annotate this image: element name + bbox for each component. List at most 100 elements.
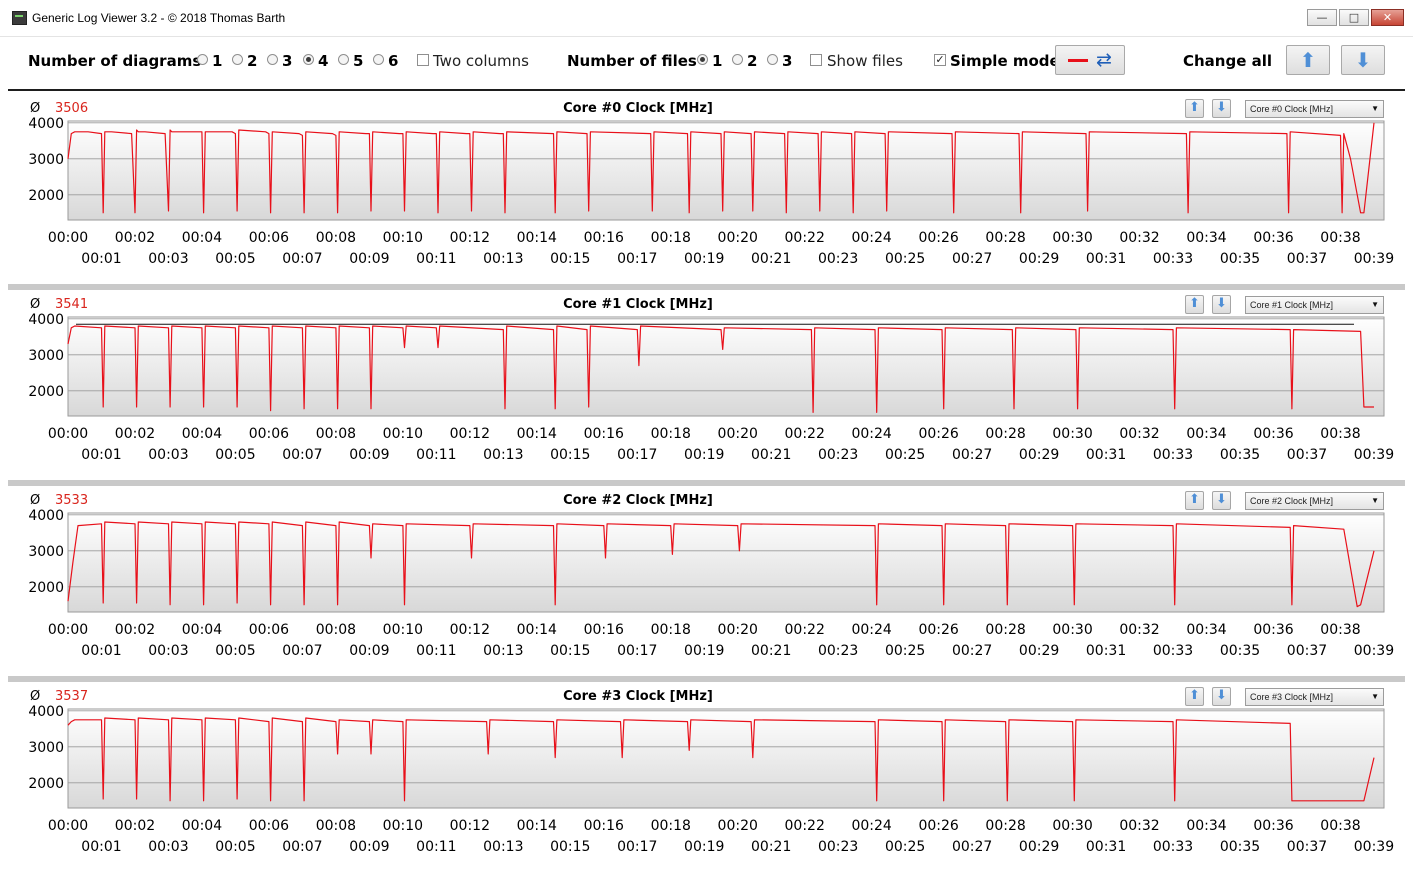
diagrams-radio-6[interactable] xyxy=(373,54,384,65)
plot-area xyxy=(67,316,1385,417)
move-up-button[interactable]: ⬆ xyxy=(1185,99,1204,118)
x-tick-label: 00:28 xyxy=(985,230,1025,246)
x-tick-label: 00:31 xyxy=(1086,839,1126,855)
sensor-select-value: Core #1 Clock [MHz] xyxy=(1250,300,1334,310)
move-down-button[interactable]: ⬇ xyxy=(1212,687,1231,706)
diagrams-radio-5[interactable] xyxy=(338,54,349,65)
x-tick-label: 00:00 xyxy=(48,622,88,638)
window-title: Generic Log Viewer 3.2 - © 2018 Thomas B… xyxy=(32,11,286,25)
x-tick-label: 00:00 xyxy=(48,818,88,834)
diagrams-radio-3[interactable] xyxy=(267,54,278,65)
x-tick-label: 00:33 xyxy=(1153,447,1193,463)
two-columns-checkbox[interactable] xyxy=(417,54,429,66)
files-label: Number of files xyxy=(567,52,697,70)
move-up-button[interactable]: ⬆ xyxy=(1185,687,1204,706)
move-up-button[interactable]: ⬆ xyxy=(1185,295,1204,314)
sensor-select[interactable]: Core #2 Clock [MHz] ▼ xyxy=(1245,492,1384,510)
x-tick-label: 00:14 xyxy=(517,818,557,834)
x-tick-label: 00:06 xyxy=(249,230,289,246)
maximize-button[interactable]: □ xyxy=(1339,9,1369,26)
chart-svg: 4000 3000 2000 00:00 00:01 00:02 00:03 00:04 00:… xyxy=(28,508,1394,659)
plot-area xyxy=(67,708,1385,809)
files-radio-1[interactable] xyxy=(697,54,708,65)
panel-separator[interactable] xyxy=(8,676,1405,682)
diagrams-radio-1[interactable] xyxy=(197,54,208,65)
x-tick-label: 00:37 xyxy=(1287,839,1327,855)
x-tick-label: 00:32 xyxy=(1119,622,1159,638)
window-titlebar: Generic Log Viewer 3.2 - © 2018 Thomas B… xyxy=(0,0,1413,37)
x-tick-label: 00:37 xyxy=(1287,251,1327,267)
sensor-select[interactable]: Core #1 Clock [MHz] ▼ xyxy=(1245,296,1384,314)
diagrams-option-5: 5 xyxy=(353,52,364,70)
files-option-3: 3 xyxy=(782,52,793,70)
panel-separator[interactable] xyxy=(8,480,1405,486)
y-tick-label: 3000 xyxy=(28,544,64,560)
x-tick-label: 00:22 xyxy=(785,426,825,442)
x-tick-label: 00:31 xyxy=(1086,643,1126,659)
minimize-button[interactable]: — xyxy=(1307,9,1337,26)
x-tick-label: 00:03 xyxy=(148,447,188,463)
move-down-button[interactable]: ⬇ xyxy=(1212,99,1231,118)
average-value: 3533 xyxy=(55,493,89,508)
x-tick-label: 00:06 xyxy=(249,818,289,834)
x-tick-label: 00:33 xyxy=(1153,251,1193,267)
average-value: 3537 xyxy=(55,689,89,704)
move-all-down-button[interactable]: ⬇ xyxy=(1341,45,1385,75)
simple-mode-checkbox[interactable]: ✓ xyxy=(934,53,946,66)
line-color-button[interactable]: ⇄ xyxy=(1055,45,1125,75)
y-tick-label: 3000 xyxy=(28,152,64,168)
x-tick-label: 00:09 xyxy=(349,447,389,463)
x-tick-label: 00:16 xyxy=(584,818,624,834)
close-button[interactable]: ✕ xyxy=(1371,9,1404,26)
x-tick-label: 00:04 xyxy=(182,426,222,442)
x-tick-label: 00:27 xyxy=(952,251,992,267)
y-tick-label: 3000 xyxy=(28,348,64,364)
move-all-up-button[interactable]: ⬆ xyxy=(1286,45,1330,75)
x-tick-label: 00:38 xyxy=(1320,230,1360,246)
x-tick-label: 00:18 xyxy=(651,818,691,834)
x-tick-label: 00:13 xyxy=(483,643,523,659)
show-files-checkbox[interactable] xyxy=(810,54,822,66)
move-down-button[interactable]: ⬇ xyxy=(1212,295,1231,314)
files-radio-3[interactable] xyxy=(767,54,778,65)
x-tick-label: 00:25 xyxy=(885,251,925,267)
dropdown-arrow-icon: ▼ xyxy=(1371,104,1379,113)
panel-separator[interactable] xyxy=(8,284,1405,290)
average-symbol: Ø xyxy=(30,101,41,116)
x-tick-label: 00:19 xyxy=(684,839,724,855)
sensor-select[interactable]: Core #3 Clock [MHz] ▼ xyxy=(1245,688,1384,706)
x-tick-label: 00:10 xyxy=(383,622,423,638)
arrow-up-icon: ⬆ xyxy=(1299,48,1317,72)
x-tick-label: 00:30 xyxy=(1052,622,1092,638)
x-tick-label: 00:23 xyxy=(818,643,858,659)
x-tick-label: 00:03 xyxy=(148,251,188,267)
files-radio-2[interactable] xyxy=(732,54,743,65)
x-tick-label: 00:21 xyxy=(751,643,791,659)
x-tick-label: 00:21 xyxy=(751,447,791,463)
diagram-title: Core #3 Clock [MHz] xyxy=(563,689,713,704)
dropdown-arrow-icon: ▼ xyxy=(1371,692,1379,701)
x-tick-label: 00:12 xyxy=(450,426,490,442)
x-tick-label: 00:17 xyxy=(617,839,657,855)
x-tick-label: 00:19 xyxy=(684,251,724,267)
x-tick-label: 00:25 xyxy=(885,447,925,463)
diagrams-radio-2[interactable] xyxy=(232,54,243,65)
move-up-button[interactable]: ⬆ xyxy=(1185,491,1204,510)
x-tick-label: 00:19 xyxy=(684,447,724,463)
x-tick-label: 00:24 xyxy=(851,230,891,246)
x-tick-label: 00:12 xyxy=(450,622,490,638)
x-tick-label: 00:28 xyxy=(985,426,1025,442)
sensor-select[interactable]: Core #0 Clock [MHz] ▼ xyxy=(1245,100,1384,118)
y-tick-label: 2000 xyxy=(28,188,64,204)
x-tick-label: 00:02 xyxy=(115,818,155,834)
change-all-label: Change all xyxy=(1183,52,1273,70)
move-down-button[interactable]: ⬇ xyxy=(1212,491,1231,510)
diagrams-radio-4[interactable] xyxy=(303,54,314,65)
x-tick-label: 00:17 xyxy=(617,251,657,267)
plot-area xyxy=(67,512,1385,613)
x-tick-label: 00:13 xyxy=(483,251,523,267)
x-tick-label: 00:27 xyxy=(952,643,992,659)
diagrams-label: Number of diagrams xyxy=(28,52,202,70)
x-tick-label: 00:16 xyxy=(584,426,624,442)
x-tick-label: 00:15 xyxy=(550,839,590,855)
